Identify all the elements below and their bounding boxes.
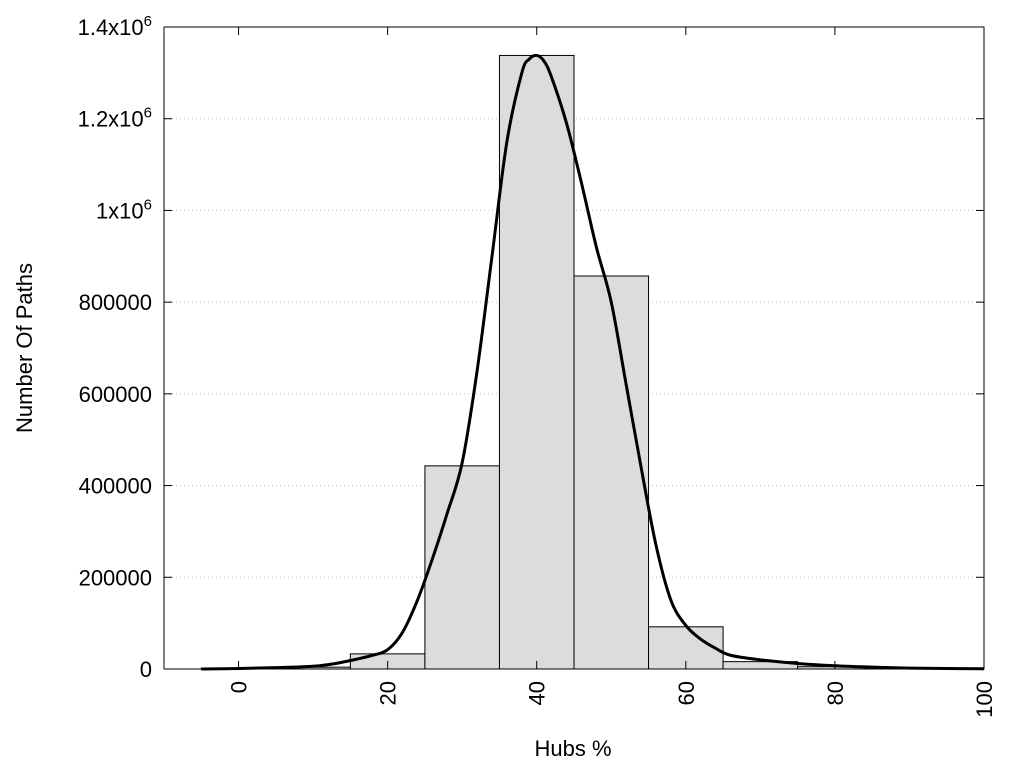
axis-ticks <box>164 26 985 670</box>
y-tick-label: 200000 <box>79 565 152 590</box>
x-tick-label: 60 <box>674 681 699 705</box>
density-curve-line <box>201 53 985 671</box>
histogram-bar <box>424 465 500 670</box>
y-tick-label: 600000 <box>79 382 152 407</box>
bars <box>200 54 948 670</box>
y-tick-label: 0 <box>140 657 152 682</box>
density-curve <box>201 53 985 671</box>
x-tick-label: 0 <box>227 681 252 693</box>
y-tick-label: 1.4x106 <box>78 13 152 40</box>
y-tick-label: 800000 <box>79 290 152 315</box>
x-axis-title: Hubs % <box>534 736 611 761</box>
tick-labels: 0 200000 400000 600000 800000 1x106 1.2x106 1.4… <box>78 13 997 718</box>
x-tick-label: 40 <box>525 681 550 705</box>
y-axis-title: Number Of Paths <box>12 263 37 433</box>
x-tick-label: 80 <box>823 681 848 705</box>
x-tick-label: 20 <box>376 681 401 705</box>
histogram-bar <box>498 54 575 670</box>
grid-lines <box>164 118 984 578</box>
y-tick-label: 400000 <box>79 474 152 499</box>
y-tick-label: 1x106 <box>96 196 152 223</box>
plot-frame <box>163 26 985 670</box>
x-tick-label: 100 <box>972 681 997 718</box>
histogram-bar <box>573 275 650 670</box>
y-tick-label: 1.2x106 <box>78 105 152 132</box>
